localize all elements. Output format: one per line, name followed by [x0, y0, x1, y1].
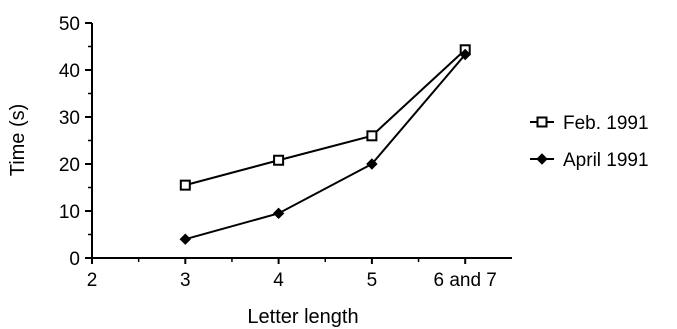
series-line — [185, 53, 466, 241]
series-feb-1991 — [179, 44, 471, 191]
x-axis-ticks: 2 3 4 5 6 and 7 — [87, 258, 497, 291]
data-point — [179, 233, 192, 245]
x-tick-label: 5 — [367, 270, 378, 291]
legend: Feb. 1991 April 1991 — [530, 113, 649, 171]
series-april-1991 — [179, 48, 471, 245]
legend-label: Feb. 1991 — [563, 113, 649, 134]
y-tick-label: 50 — [59, 14, 80, 35]
x-tick-label: 2 — [87, 270, 98, 291]
x-tick-label: 4 — [273, 270, 284, 291]
legend-marker — [536, 153, 548, 165]
y-axis-title: Time (s) — [7, 104, 29, 177]
y-tick-label: 40 — [59, 61, 80, 82]
data-point — [366, 158, 378, 170]
plot-area: 0 10 20 30 40 50 2 3 4 5 6 and 7 — [59, 14, 512, 291]
data-point — [366, 130, 378, 142]
y-axis-ticks: 0 10 20 30 40 50 — [59, 14, 92, 270]
y-tick-label: 0 — [69, 249, 80, 270]
x-tick-label: 3 — [180, 270, 191, 291]
x-axis-title: Letter length — [247, 306, 358, 328]
y-tick-label: 30 — [59, 108, 80, 129]
series-layer — [179, 44, 471, 245]
legend-label: April 1991 — [563, 150, 649, 171]
y-tick-label: 20 — [59, 155, 80, 176]
data-point — [273, 154, 285, 166]
legend-item: April 1991 — [530, 150, 649, 171]
data-point — [179, 179, 191, 191]
legend-item: Feb. 1991 — [530, 113, 649, 134]
x-tick-label: 6 and 7 — [433, 270, 496, 291]
data-point — [272, 207, 285, 220]
legend-marker — [536, 116, 548, 128]
series-line — [185, 49, 466, 187]
y-tick-label: 10 — [59, 202, 80, 223]
data-point — [459, 48, 471, 61]
